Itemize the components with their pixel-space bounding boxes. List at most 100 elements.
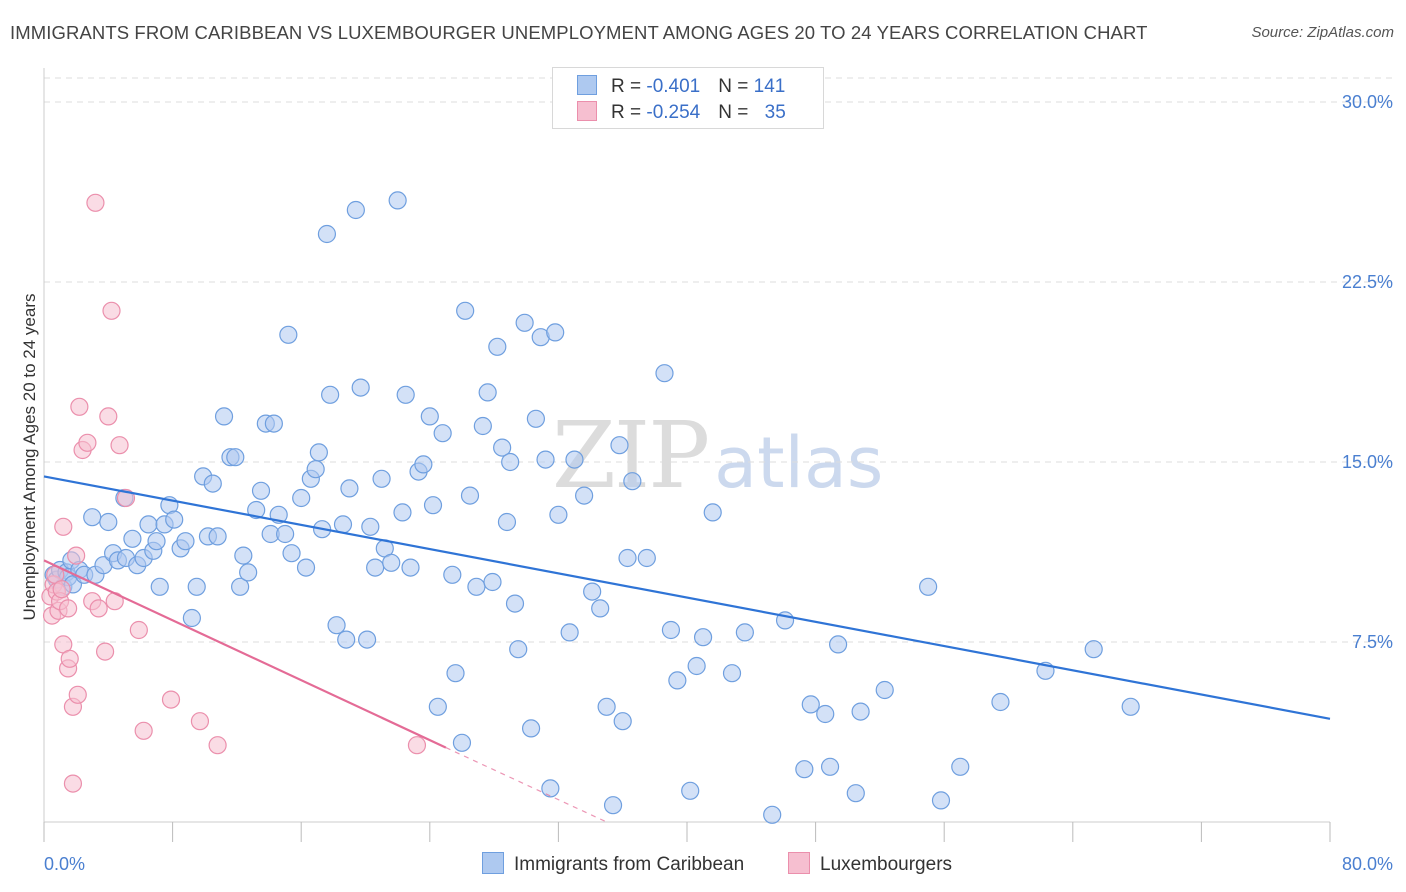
legend-n-value: 35 <box>764 102 786 123</box>
luxembourgers-point <box>190 712 210 731</box>
luxembourgers-point <box>78 433 97 452</box>
caribbean-point <box>396 385 415 404</box>
caribbean-point <box>618 548 637 568</box>
caribbean-point <box>423 496 443 515</box>
caribbean-point <box>541 779 560 798</box>
luxembourgers-point <box>86 193 105 212</box>
caribbean-point <box>613 712 632 731</box>
caribbean-point <box>483 572 502 592</box>
caribbean-point <box>931 791 951 810</box>
legend-swatch-blue <box>577 75 597 95</box>
caribbean-point <box>722 664 742 683</box>
caribbean-point <box>795 760 814 779</box>
axes <box>43 68 1331 842</box>
caribbean-point <box>687 656 706 676</box>
caribbean-point <box>597 697 616 716</box>
legend-row-caribbean: R = -0.401 N = 141 <box>577 75 785 99</box>
caribbean-point <box>661 620 681 640</box>
caribbean-point <box>208 527 227 546</box>
y-tick-label: 30.0% <box>1342 92 1393 112</box>
caribbean-point <box>420 407 439 426</box>
caribbean-point <box>346 200 365 220</box>
caribbean-point <box>521 719 541 738</box>
caribbean-point <box>951 757 970 776</box>
y-tick-label: 15.0% <box>1342 452 1393 472</box>
caribbean-point <box>388 191 407 210</box>
trend-lines <box>43 475 1331 823</box>
luxembourgers-point <box>60 649 79 668</box>
legend-n-label: N = <box>718 76 754 97</box>
caribbean-point <box>446 664 465 683</box>
caribbean-point <box>139 515 158 534</box>
caribbean-point <box>846 784 865 803</box>
bottom-legend-caribbean: Immigrants from Caribbean <box>482 852 744 876</box>
luxembourgers-point <box>63 774 83 793</box>
bottom-legend-label: Immigrants from Caribbean <box>514 854 745 875</box>
caribbean-point <box>251 481 271 500</box>
caribbean-point <box>536 450 555 469</box>
caribbean-point <box>497 512 517 532</box>
watermark-atlas: atlas <box>714 422 884 504</box>
caribbean-point <box>176 532 195 551</box>
caribbean-point <box>187 577 206 596</box>
x-tick-label-max: 80.0% <box>1342 854 1393 874</box>
caribbean-point <box>1084 640 1103 659</box>
caribbean-point <box>443 565 462 584</box>
caribbean-point <box>505 594 525 613</box>
caribbean-point <box>433 424 452 443</box>
chart-title: IMMIGRANTS FROM CARIBBEAN VS LUXEMBOURGE… <box>10 22 1148 43</box>
caribbean-point <box>546 323 565 342</box>
luxembourgers-point <box>70 397 89 416</box>
caribbean-point <box>428 697 447 716</box>
caribbean-point <box>214 407 234 426</box>
caribbean-point <box>583 582 602 601</box>
caribbean-point <box>763 805 782 824</box>
caribbean-point <box>279 325 298 344</box>
series-caribbean-points <box>44 191 1140 824</box>
caribbean-point <box>820 757 840 776</box>
y-tick-label: 7.5% <box>1352 632 1393 652</box>
caribbean-point <box>296 558 316 577</box>
bottom-legend-label: Luxembourgers <box>820 854 953 875</box>
caribbean-point <box>382 553 401 572</box>
series-luxembourgers-points <box>41 193 427 793</box>
luxembourgers-point <box>102 301 121 320</box>
caribbean-point <box>340 479 359 498</box>
caribbean-trend-line <box>43 475 1331 720</box>
caribbean-point <box>801 695 820 714</box>
caribbean-point <box>333 515 353 534</box>
caribbean-point <box>264 414 283 433</box>
caribbean-point <box>668 671 687 690</box>
caribbean-point <box>591 599 610 618</box>
caribbean-point <box>829 635 848 654</box>
caribbean-point <box>565 450 584 469</box>
caribbean-point <box>526 409 545 428</box>
caribbean-point <box>875 680 894 700</box>
luxembourgers-point <box>59 599 78 618</box>
caribbean-point <box>575 486 594 505</box>
caribbean-point <box>693 628 713 647</box>
luxembourgers-point <box>95 642 115 661</box>
caribbean-point <box>165 510 184 529</box>
legend-r-label: R = <box>611 102 647 123</box>
caribbean-point <box>203 474 222 493</box>
luxembourgers-point <box>52 580 71 599</box>
caribbean-point <box>239 563 258 582</box>
caribbean-point <box>99 512 118 532</box>
caribbean-point <box>919 577 938 596</box>
caribbean-point <box>816 704 835 724</box>
caribbean-point <box>478 383 497 402</box>
legend-r-value: -0.401 <box>646 76 701 97</box>
caribbean-point <box>549 505 568 524</box>
legend-n-label: N = <box>718 102 754 123</box>
caribbean-point <box>560 623 579 642</box>
luxembourgers-point <box>99 407 118 426</box>
luxembourgers-point <box>129 620 148 640</box>
bottom-legend-luxembourgers: Luxembourgers <box>788 852 952 876</box>
luxembourgers-point <box>54 517 73 536</box>
caribbean-point <box>473 416 492 436</box>
caribbean-point <box>317 224 337 244</box>
luxembourgers-point <box>134 721 153 740</box>
caribbean-point <box>603 796 623 815</box>
